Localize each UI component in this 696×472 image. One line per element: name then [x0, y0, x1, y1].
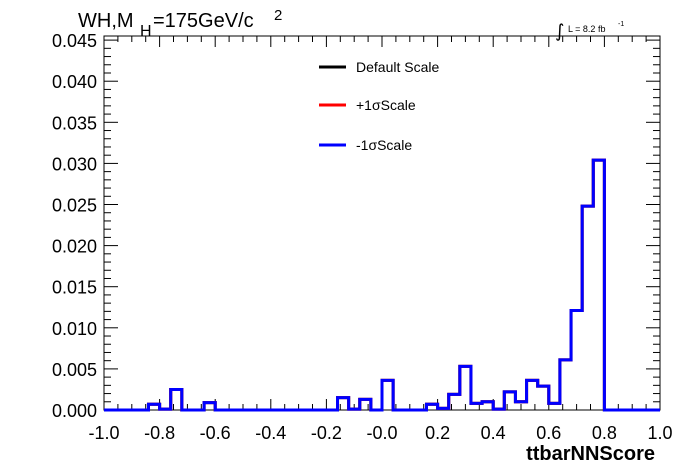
- y-tick-label: 0.005: [52, 360, 97, 380]
- chart-title-rest: =175GeV/c: [153, 10, 254, 32]
- y-tick-label: 0.045: [52, 31, 97, 51]
- legend: Default Scale +1σScale -1σScale: [319, 59, 439, 153]
- legend-label-1: +1σScale: [356, 97, 416, 113]
- series-line-1: [104, 158, 660, 412]
- x-tick-label: 0.6: [536, 423, 561, 443]
- legend-label-2: -1σScale: [356, 137, 412, 153]
- series-layer: [104, 158, 660, 412]
- chart-title-sub: H: [140, 23, 152, 40]
- x-tick-label: -0.4: [255, 423, 286, 443]
- x-tick-label: 0.2: [425, 423, 450, 443]
- y-tick-label: 0.020: [52, 237, 97, 257]
- y-tick-label: 0.015: [52, 278, 97, 298]
- x-tick-label: -0.0: [366, 423, 397, 443]
- x-tick-label: -0.2: [311, 423, 342, 443]
- lumi-sup: -1: [618, 21, 624, 28]
- series-line-2: [104, 158, 660, 412]
- lumi-label: L = 8.2 fb: [568, 24, 605, 34]
- x-tick-label: 1.0: [647, 423, 672, 443]
- y-tick-label: 0.030: [52, 154, 97, 174]
- y-tick-label: 0.035: [52, 113, 97, 133]
- x-tick-label: 0.8: [592, 423, 617, 443]
- lumi-integral: ∫: [555, 21, 564, 42]
- x-axis-label: ttbarNNScore: [526, 443, 655, 465]
- x-axis: -1.0 -0.8 -0.6 -0.4 -0.2 -0.0 0.2 0.4 0.6 0.8 1.0: [88, 36, 673, 443]
- y-tick-label: 0.000: [52, 401, 97, 421]
- x-tick-label: -0.8: [144, 423, 175, 443]
- plot-frame: [103, 35, 661, 411]
- legend-label-0: Default Scale: [356, 59, 439, 75]
- y-axis: 0.000 0.005 0.010 0.015 0.020 0.025 0.030 0.035…: [52, 31, 660, 421]
- y-tick-label: 0.010: [52, 319, 97, 339]
- y-tick-label: 0.025: [52, 196, 97, 216]
- x-tick-label: -0.6: [200, 423, 231, 443]
- chart-title-main: WH,M: [78, 10, 134, 32]
- y-tick-label: 0.040: [52, 72, 97, 92]
- x-tick-label: -1.0: [88, 423, 119, 443]
- series-line-0: [104, 158, 660, 412]
- chart-title-sup: 2: [274, 7, 282, 24]
- x-tick-label: 0.4: [481, 423, 506, 443]
